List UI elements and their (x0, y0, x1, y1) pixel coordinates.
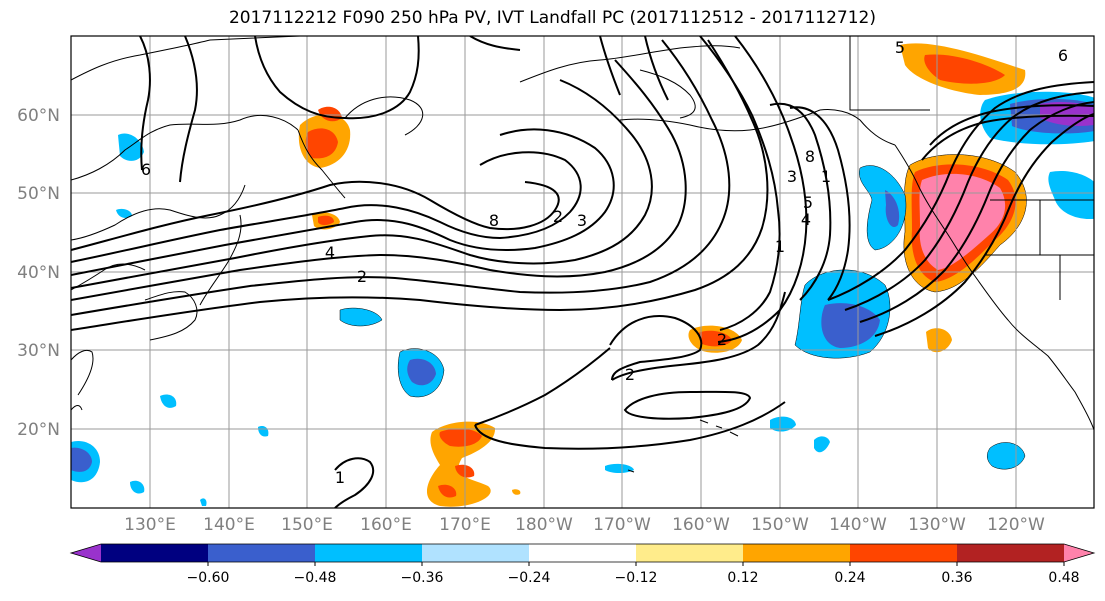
contour-label: 3 (787, 167, 797, 186)
lon-label: 140°W (829, 515, 887, 535)
lon-label: 160°W (672, 515, 730, 535)
colorbar-extension-high (1064, 544, 1094, 562)
contour-label: 5 (895, 38, 905, 57)
contour-labels: 6 4 2 8 2 3 2 1 2 1 8 3 5 4 1 5 6 (141, 38, 1068, 487)
lon-label: 130°E (124, 515, 176, 535)
contour-label: 8 (489, 211, 499, 230)
contour-label: 2 (625, 365, 635, 384)
colorbar-segment (101, 544, 209, 562)
colorbar-tick-label: 0.12 (727, 570, 758, 586)
lat-label-30n: 30°N (17, 341, 60, 361)
colorbar: −0.60 −0.48 −0.36 −0.24 −0.12 0.12 0.24 0.36 0.4… (69, 543, 1096, 586)
lat-label-60n: 60°N (17, 106, 60, 126)
colorbar-segment (422, 544, 530, 562)
pv-contours (71, 36, 1094, 508)
map-frame (70, 35, 1095, 509)
contour-label: 1 (335, 468, 345, 487)
colorbar-segment (208, 544, 316, 562)
colorbar-segment (636, 544, 744, 562)
colorbar-tick-label: −0.24 (508, 570, 551, 586)
contour-label: 6 (141, 160, 151, 179)
lon-label: 150°W (751, 515, 809, 535)
colorbar-segment (529, 544, 637, 562)
latitude-labels: 60°N 50°N 40°N 30°N 20°N (17, 106, 60, 440)
lat-label-50n: 50°N (17, 184, 60, 204)
colorbar-tick-label: 0.24 (834, 570, 865, 586)
contour-label: 4 (325, 243, 335, 262)
lon-label: 160°E (360, 515, 412, 535)
contour-label: 2 (553, 207, 563, 226)
lat-label-40n: 40°N (17, 263, 60, 283)
contour-label: 6 (1058, 46, 1068, 65)
colorbar-extension-low (71, 544, 101, 562)
contour-label: 4 (801, 210, 811, 229)
colorbar-tick-label: 0.36 (941, 570, 972, 586)
colorbar-tick-label: 0.48 (1048, 570, 1079, 586)
contour-label: 2 (357, 267, 367, 286)
colorbar-segment (957, 544, 1065, 562)
lon-label: 180°W (515, 515, 573, 535)
colorbar-segment (743, 544, 851, 562)
longitude-labels: 130°E 140°E 150°E 160°E 170°E 180°W 170°… (124, 515, 1045, 535)
lon-label: 170°E (439, 515, 491, 535)
colorbar-tick-label: −0.48 (294, 570, 337, 586)
colorbar-tick-label: −0.60 (187, 570, 230, 586)
colorbar-segment (850, 544, 958, 562)
colorbar-tick-label: −0.12 (615, 570, 658, 586)
colorbar-tick-label: −0.36 (401, 570, 444, 586)
contour-label: 3 (577, 211, 587, 230)
contour-label: 1 (821, 167, 831, 186)
colorbar-segment (315, 544, 423, 562)
lon-label: 170°W (593, 515, 651, 535)
contour-label: 8 (805, 147, 815, 166)
lon-label: 150°E (281, 515, 333, 535)
colorbar-outline (69, 543, 1096, 563)
map-title: 2017112212 F090 250 hPa PV, IVT Landfall… (228, 8, 876, 28)
lat-label-20n: 20°N (17, 420, 60, 440)
contour-label: 1 (775, 237, 785, 256)
contour-label: 2 (717, 330, 727, 349)
contour-label: 5 (803, 193, 813, 212)
lon-label: 140°E (203, 515, 255, 535)
lon-label: 120°W (987, 515, 1045, 535)
lon-label: 130°W (908, 515, 966, 535)
